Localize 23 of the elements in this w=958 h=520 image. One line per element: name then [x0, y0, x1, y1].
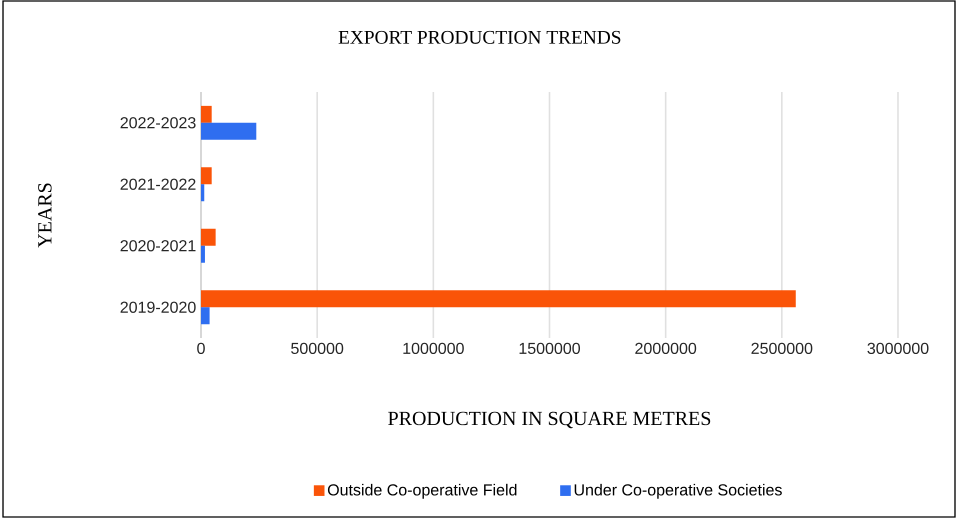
x-tick-label: 2000000 — [635, 342, 696, 354]
legend-label: Outside Co-operative Field — [328, 484, 516, 499]
bar — [201, 184, 204, 202]
x-tick-label: 0 — [197, 342, 205, 354]
x-tick-label: 2500000 — [751, 342, 812, 354]
bar — [201, 307, 210, 324]
y-axis-title: YEARS — [38, 183, 52, 248]
bar — [201, 228, 216, 246]
legend-label: Under Co-operative Societies — [574, 484, 782, 499]
y-tick-label: 2022-2023 — [120, 117, 196, 128]
chart-title: EXPORT PRODUCTION TRENDS — [338, 30, 620, 44]
bar — [201, 167, 212, 184]
bar — [201, 122, 256, 140]
x-tick-label: 1000000 — [403, 342, 464, 354]
y-tick-label: 2020-2021 — [120, 240, 196, 252]
bar — [201, 290, 796, 308]
y-tick-label: 2021-2022 — [120, 178, 196, 190]
x-tick-label: 500000 — [291, 342, 344, 354]
y-tick-label: 2019-2020 — [120, 302, 196, 313]
x-tick-label: 1500000 — [520, 342, 580, 354]
bar — [201, 106, 212, 123]
x-axis-title: PRODUCTION IN SQUARE METRES — [388, 412, 710, 428]
x-tick-label: 3000000 — [867, 342, 929, 354]
